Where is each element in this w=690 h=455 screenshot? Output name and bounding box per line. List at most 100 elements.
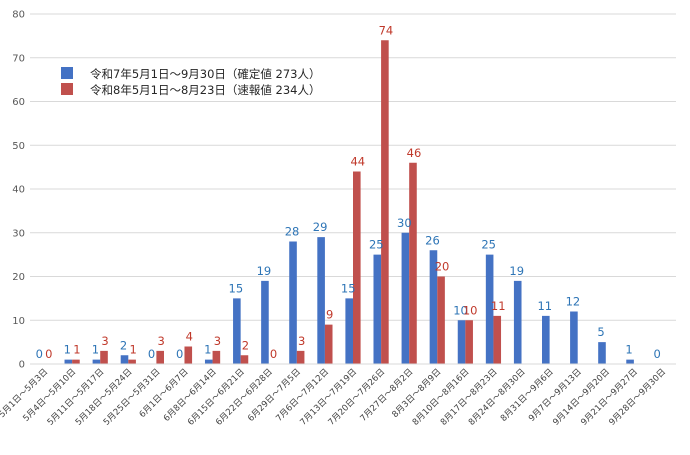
bar-series-1 xyxy=(542,315,550,364)
bar-series-1 xyxy=(64,359,73,364)
bar-series-1 xyxy=(513,280,522,364)
data-label-series-2: 3 xyxy=(214,334,221,348)
y-axis-ticks: 0 10 20 30 40 50 60 70 80 xyxy=(12,10,25,371)
x-tick-label: 6月8日～6月14日 xyxy=(161,366,218,423)
data-label-series-1: 19 xyxy=(509,264,524,278)
x-tick-label: 6月29日～7月5日 xyxy=(245,366,302,423)
bar-series-1 xyxy=(457,320,466,364)
data-label-series-1: 0 xyxy=(176,347,183,361)
y-tick-label: 40 xyxy=(12,185,25,196)
data-label-series-2: 0 xyxy=(270,347,277,361)
bar-series-1 xyxy=(261,280,269,364)
data-label-series-1: 0 xyxy=(148,347,155,361)
data-label-series-2: 3 xyxy=(101,334,108,348)
bar-series-2 xyxy=(381,40,389,364)
bar-series-2 xyxy=(465,320,473,364)
bar-series-1 xyxy=(204,359,213,364)
x-tick-label: 8月31日～9月6日 xyxy=(498,366,555,423)
x-tick-label: 7月27日～8月2日 xyxy=(358,366,415,423)
data-label-series-2: 2 xyxy=(242,338,249,352)
data-label-series-1: 11 xyxy=(537,299,552,313)
data-label-series-2: 3 xyxy=(298,334,305,348)
data-label-series-1: 2 xyxy=(120,338,127,352)
bar-series-1 xyxy=(92,359,101,364)
data-label-series-1: 26 xyxy=(425,233,440,247)
legend: 令和7年5月1日～9月30日（確定値 273人） 令和8年5月1日～8月23日（… xyxy=(61,67,321,97)
data-label-series-1: 28 xyxy=(285,225,300,239)
data-label-series-2: 20 xyxy=(435,260,450,274)
x-tick-label: 5月4日～5月10日 xyxy=(21,366,78,423)
bar-series-2 xyxy=(212,350,221,364)
y-tick-label: 70 xyxy=(12,53,25,64)
data-label-series-2: 4 xyxy=(186,330,193,344)
data-label-series-2: 11 xyxy=(491,299,506,313)
bar-series-1 xyxy=(345,298,353,364)
data-label-series-2: 46 xyxy=(407,146,422,160)
data-label-series-1: 25 xyxy=(369,238,384,252)
bar-series-2 xyxy=(409,162,417,364)
bar-series-2 xyxy=(128,359,136,364)
data-label-series-2: 3 xyxy=(158,334,165,348)
data-label-series-1: 1 xyxy=(64,343,71,357)
y-tick-label: 30 xyxy=(12,228,25,239)
bar-series-2 xyxy=(493,315,502,364)
data-label-series-1: 5 xyxy=(597,325,604,339)
data-label-series-1: 25 xyxy=(481,238,496,252)
legend-swatch-series-1 xyxy=(61,67,73,79)
data-label-series-1: 0 xyxy=(653,347,660,361)
y-tick-label: 10 xyxy=(12,316,25,327)
bar-series-2 xyxy=(72,359,80,364)
y-tick-label: 80 xyxy=(12,10,25,21)
bar-series-1 xyxy=(233,298,241,364)
data-label-series-1: 10 xyxy=(453,303,468,317)
x-tick-label: 9月7日～9月13日 xyxy=(526,366,583,423)
bar-series-1 xyxy=(626,359,634,364)
data-label-series-2: 9 xyxy=(326,308,333,322)
bar-series-1 xyxy=(485,254,494,364)
y-tick-label: 0 xyxy=(19,360,25,371)
legend-swatch-series-2 xyxy=(61,83,73,95)
data-label-series-1: 1 xyxy=(92,343,99,357)
y-tick-label: 20 xyxy=(12,272,25,283)
bar-series-2 xyxy=(437,276,445,364)
bars xyxy=(64,40,634,364)
bar-series-1 xyxy=(373,254,382,364)
bar-series-2 xyxy=(324,324,333,364)
data-label-series-2: 44 xyxy=(350,155,365,169)
y-tick-label: 50 xyxy=(12,141,25,152)
bar-series-2 xyxy=(156,350,164,364)
x-axis-ticks: 5月1日～5月3日5月4日～5月10日5月11日～5月17日5月18日～5月24… xyxy=(0,366,668,427)
data-label-series-1: 29 xyxy=(313,220,328,234)
legend-label-series-2: 令和8年5月1日～8月23日（速報値 234人） xyxy=(90,83,321,97)
data-label-series-1: 1 xyxy=(625,343,632,357)
data-label-series-1: 0 xyxy=(36,347,43,361)
bar-series-2 xyxy=(296,350,305,364)
data-label-series-2: 10 xyxy=(463,303,478,317)
x-tick-label: 8月3日～8月9日 xyxy=(390,366,444,420)
data-label-series-2: 1 xyxy=(129,343,136,357)
data-label-series-2: 74 xyxy=(379,23,394,37)
y-tick-label: 60 xyxy=(12,97,25,108)
x-tick-label: 7月6日～7月12日 xyxy=(274,366,331,423)
data-label-series-1: 19 xyxy=(257,264,272,278)
data-label-series-2: 0 xyxy=(45,347,52,361)
bar-series-1 xyxy=(401,232,410,364)
bar-series-1 xyxy=(570,311,578,364)
x-tick-label: 6月1日～6月7日 xyxy=(137,366,191,420)
bar-series-2 xyxy=(240,355,249,364)
bar-series-2 xyxy=(100,350,108,364)
bar-series-2 xyxy=(353,171,361,364)
data-label-series-1: 15 xyxy=(341,281,356,295)
bar-series-1 xyxy=(429,250,438,364)
bar-series-2 xyxy=(184,346,193,364)
data-label-series-2: 1 xyxy=(73,343,80,357)
bar-series-1 xyxy=(289,241,297,364)
bar-series-1 xyxy=(598,342,606,364)
bar-series-1 xyxy=(120,355,129,364)
data-label-series-1: 30 xyxy=(397,216,412,230)
data-label-series-1: 12 xyxy=(566,295,581,309)
data-label-series-1: 15 xyxy=(229,281,244,295)
bar-series-1 xyxy=(317,237,325,364)
